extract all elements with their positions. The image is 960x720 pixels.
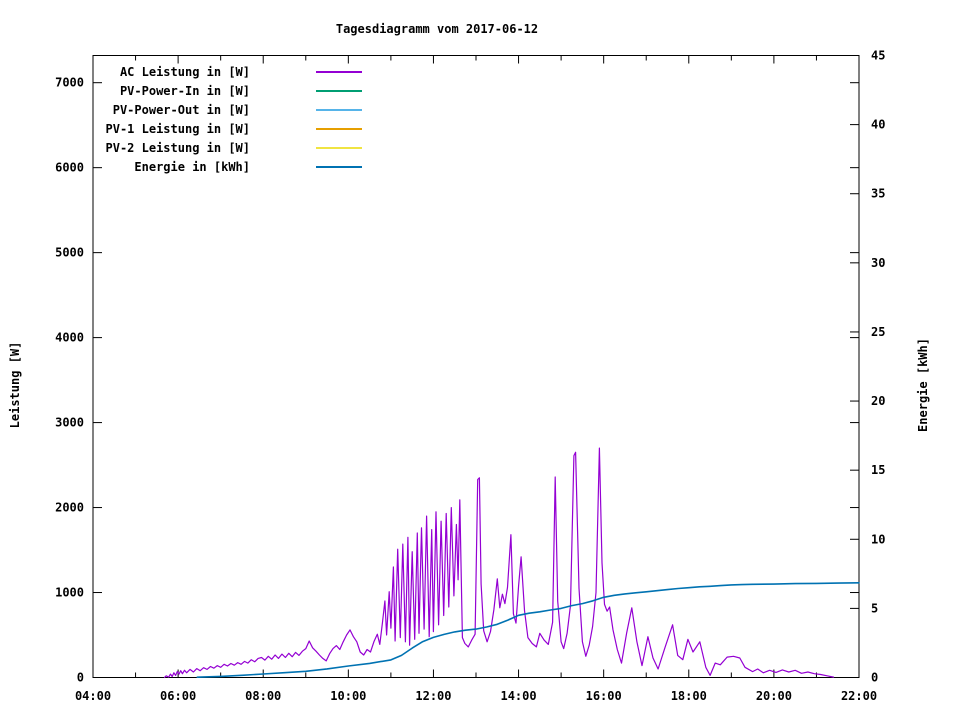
x-tick-label: 04:00 — [75, 689, 111, 703]
legend-label: PV-1 Leistung in [W] — [106, 122, 251, 136]
y2-tick-label: 15 — [871, 463, 885, 477]
y-tick-label: 5000 — [55, 246, 84, 260]
series-line-ac-leistung-in-w — [163, 447, 835, 679]
y-tick-label: 2000 — [55, 501, 84, 515]
y-axis-label: Leistung [W] — [8, 342, 22, 429]
series-line-energie-in-kwh — [196, 581, 860, 679]
x-tick-label: 16:00 — [586, 689, 622, 703]
y2-tick-label: 30 — [871, 256, 885, 270]
x-tick-label: 06:00 — [160, 689, 196, 703]
y2-tick-label: 25 — [871, 325, 885, 339]
legend-label: PV-Power-In in [W] — [120, 84, 250, 98]
legend-label: PV-2 Leistung in [W] — [106, 141, 251, 155]
legend-label: Energie in [kWh] — [134, 160, 250, 174]
series — [163, 447, 860, 679]
x-tick-label: 20:00 — [756, 689, 792, 703]
y-tick-label: 1000 — [55, 586, 84, 600]
y-tick-label: 0 — [77, 671, 84, 685]
y2-tick-label: 35 — [871, 187, 885, 201]
x-tick-label: 18:00 — [671, 689, 707, 703]
chart-title: Tagesdiagramm vom 2017-06-12 — [336, 22, 538, 36]
legend-label: PV-Power-Out in [W] — [113, 103, 250, 117]
x-tick-label: 12:00 — [415, 689, 451, 703]
y2-tick-label: 40 — [871, 118, 885, 132]
legend: AC Leistung in [W] PV-Power-In in [W] PV-P… — [106, 65, 362, 174]
legend-label: AC Leistung in [W] — [120, 65, 250, 79]
y-tick-label: 3000 — [55, 416, 84, 430]
x-tick-label: 22:00 — [841, 689, 877, 703]
x-tick-label: 14:00 — [500, 689, 536, 703]
y2-axis-label: Energie [kWh] — [916, 338, 930, 432]
x-tick-label: 10:00 — [330, 689, 366, 703]
y-tick-label: 7000 — [55, 76, 84, 90]
y-tick-label: 6000 — [55, 161, 84, 175]
y2-tick-label: 0 — [871, 671, 878, 685]
y2-tick-label: 10 — [871, 532, 885, 546]
y2-tick-label: 5 — [871, 601, 878, 615]
axes: 04:00 06:00 08:00 10:00 12:00 14:00 16:00 18:00… — [55, 49, 885, 704]
y2-tick-label: 45 — [871, 49, 885, 63]
y2-tick-label: 20 — [871, 394, 885, 408]
x-tick-label: 08:00 — [245, 689, 281, 703]
y-tick-label: 4000 — [55, 331, 84, 345]
